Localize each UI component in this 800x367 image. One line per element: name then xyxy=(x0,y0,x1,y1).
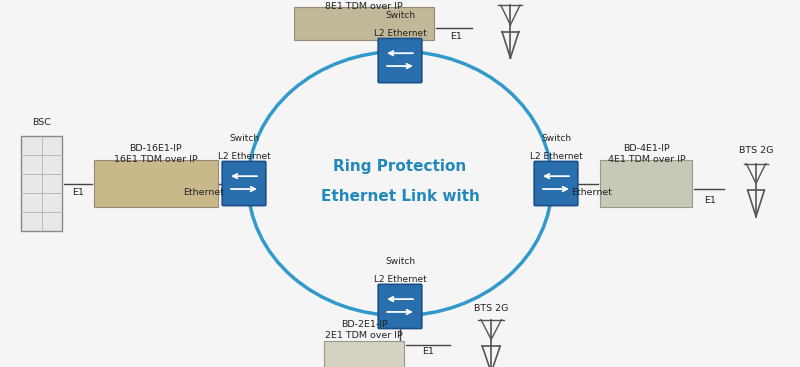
Text: E1: E1 xyxy=(73,188,84,197)
Text: 2E1 TDM over IP: 2E1 TDM over IP xyxy=(325,331,403,340)
Text: 8E1 TDM over IP: 8E1 TDM over IP xyxy=(325,2,403,11)
Text: Ring Protection: Ring Protection xyxy=(334,160,466,174)
Text: Ethernet: Ethernet xyxy=(571,188,613,197)
Text: BD-16E1-IP: BD-16E1-IP xyxy=(130,144,182,153)
FancyBboxPatch shape xyxy=(222,161,266,206)
Text: L2 Ethernet: L2 Ethernet xyxy=(218,152,270,161)
Text: Switch: Switch xyxy=(541,134,571,143)
Text: L2 Ethernet: L2 Ethernet xyxy=(530,152,582,161)
Text: Ethernet Link with: Ethernet Link with xyxy=(321,189,479,204)
Bar xyxy=(294,7,434,40)
Bar xyxy=(94,160,218,207)
Text: BD-4E1-IP: BD-4E1-IP xyxy=(623,144,670,153)
FancyBboxPatch shape xyxy=(534,161,578,206)
Text: Ethernet: Ethernet xyxy=(183,188,225,197)
Text: E1: E1 xyxy=(705,196,716,204)
Text: Switch: Switch xyxy=(385,257,415,266)
Text: E1: E1 xyxy=(422,347,434,356)
Text: L2 Ethernet: L2 Ethernet xyxy=(374,275,426,284)
Bar xyxy=(21,136,62,231)
Text: 16E1 TDM over IP: 16E1 TDM over IP xyxy=(114,155,198,164)
Bar xyxy=(601,160,693,207)
Text: L2 Ethernet: L2 Ethernet xyxy=(374,29,426,39)
Text: Switch: Switch xyxy=(229,134,259,143)
Text: E1: E1 xyxy=(450,32,462,41)
FancyBboxPatch shape xyxy=(378,284,422,328)
Text: BTS 2G: BTS 2G xyxy=(739,146,773,155)
Text: Switch: Switch xyxy=(385,11,415,20)
Text: BSC: BSC xyxy=(32,119,51,127)
Text: 4E1 TDM over IP: 4E1 TDM over IP xyxy=(607,155,686,164)
FancyBboxPatch shape xyxy=(378,39,422,83)
Text: BD-2E1-IP: BD-2E1-IP xyxy=(341,320,387,329)
Text: BTS 2G: BTS 2G xyxy=(474,304,508,313)
Bar xyxy=(324,341,404,367)
